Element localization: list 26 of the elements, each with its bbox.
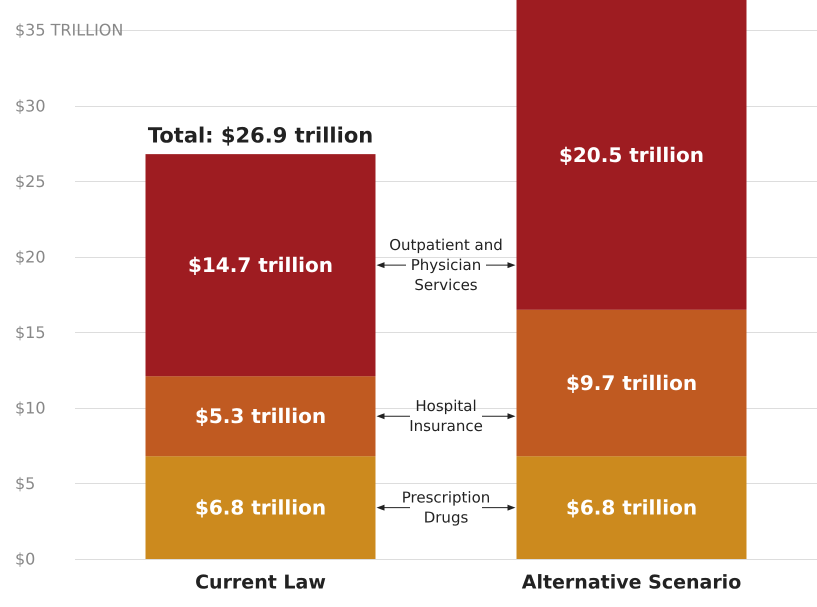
data-label: $6.8 trillion <box>566 496 698 520</box>
x-tick-label: Current Law <box>195 572 326 594</box>
data-label: $5.3 trillion <box>194 404 326 428</box>
y-tick-label: $35 TRILLION <box>15 20 124 40</box>
y-tick-label: $5 <box>15 474 36 493</box>
bar <box>146 456 376 559</box>
data-label: $6.8 trillion <box>194 496 326 520</box>
text: Hospital Insurance <box>409 397 483 436</box>
y-tick-label: $30 <box>15 96 46 116</box>
bar <box>516 456 746 559</box>
bar <box>516 0 746 310</box>
bar <box>516 310 746 456</box>
data-label: $14.7 trillion <box>188 253 334 278</box>
y-tick-label: $15 <box>15 322 46 342</box>
bar <box>146 154 376 376</box>
bar <box>146 376 376 456</box>
data-label: $9.7 trillion <box>566 370 698 395</box>
y-tick-label: $0 <box>15 550 36 568</box>
y-tick-label: $25 <box>15 172 46 191</box>
total-label: Total: $26.9 trillion <box>148 124 374 148</box>
series-label: Prescription Drugs <box>402 488 490 527</box>
y-tick-label: $20 <box>15 247 46 266</box>
series-label: Outpatient and Physician Services <box>389 236 503 294</box>
x-tick-label: Alternative Scenario <box>522 572 742 594</box>
data-label: $20.5 trillion <box>558 142 704 167</box>
y-tick-label: $10 <box>15 398 46 418</box>
